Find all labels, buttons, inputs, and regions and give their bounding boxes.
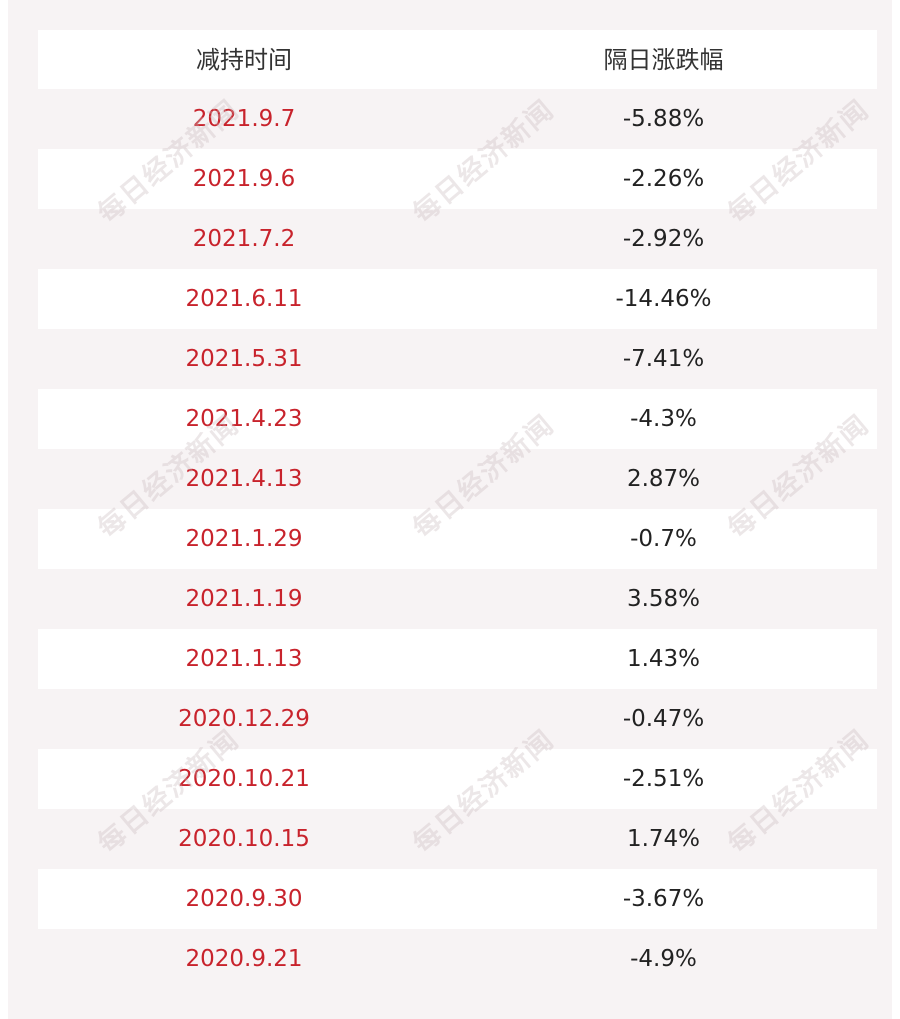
table-row: 2021.7.2 -2.92% [38, 209, 877, 269]
date-cell: 2021.1.19 [185, 585, 303, 612]
date-cell: 2021.7.2 [192, 225, 296, 252]
table-row: 2020.12.29 -0.47% [38, 689, 877, 749]
reduction-table: 减持时间 隔日涨跌幅 2021.9.7 -5.88% 2021.9.6 -2.26% 2… [38, 30, 877, 989]
date-cell: 2021.4.23 [185, 405, 303, 432]
date-cell: 2021.4.13 [185, 465, 303, 492]
change-cell: -2.51% [622, 765, 705, 792]
header-change: 隔日涨跌幅 [603, 45, 724, 74]
table-row: 2020.9.21 -4.9% [38, 929, 877, 989]
date-cell: 2020.10.15 [178, 825, 310, 852]
change-cell: -0.47% [622, 705, 705, 732]
date-cell: 2021.9.7 [192, 105, 296, 132]
date-cell: 2021.1.13 [185, 645, 303, 672]
change-cell: 1.43% [626, 645, 701, 672]
change-cell: -14.46% [615, 285, 712, 312]
change-cell: -4.3% [630, 405, 697, 432]
date-cell: 2021.5.31 [185, 345, 303, 372]
table-row: 2021.9.7 -5.88% [38, 89, 877, 149]
table-row: 2021.5.31 -7.41% [38, 329, 877, 389]
table-row: 2021.1.29 -0.7% [38, 509, 877, 569]
date-cell: 2021.1.29 [185, 525, 303, 552]
table-row: 2021.1.13 1.43% [38, 629, 877, 689]
change-cell: -5.88% [622, 105, 705, 132]
date-cell: 2020.10.21 [178, 765, 310, 792]
change-cell: -0.7% [630, 525, 697, 552]
header-date: 减持时间 [196, 45, 292, 74]
table-row: 2021.1.19 3.58% [38, 569, 877, 629]
table-row: 2021.4.13 2.87% [38, 449, 877, 509]
date-cell: 2020.12.29 [178, 705, 310, 732]
change-cell: -7.41% [622, 345, 705, 372]
date-cell: 2021.6.11 [185, 285, 303, 312]
table-row: 2020.10.15 1.74% [38, 809, 877, 869]
table-header-row: 减持时间 隔日涨跌幅 [38, 30, 877, 89]
table-row: 2020.10.21 -2.51% [38, 749, 877, 809]
table-row: 2021.9.6 -2.26% [38, 149, 877, 209]
change-cell: -4.9% [630, 945, 697, 972]
date-cell: 2020.9.30 [185, 885, 303, 912]
change-cell: -2.26% [622, 165, 705, 192]
date-cell: 2020.9.21 [185, 945, 303, 972]
table-body: 2021.9.7 -5.88% 2021.9.6 -2.26% 2021.7.2 -2.9… [38, 89, 877, 989]
change-cell: -2.92% [622, 225, 705, 252]
change-cell: -3.67% [622, 885, 705, 912]
change-cell: 3.58% [626, 585, 701, 612]
date-cell: 2021.9.6 [192, 165, 296, 192]
table-row: 2021.6.11 -14.46% [38, 269, 877, 329]
change-cell: 2.87% [626, 465, 701, 492]
table-row: 2020.9.30 -3.67% [38, 869, 877, 929]
table-row: 2021.4.23 -4.3% [38, 389, 877, 449]
change-cell: 1.74% [626, 825, 701, 852]
